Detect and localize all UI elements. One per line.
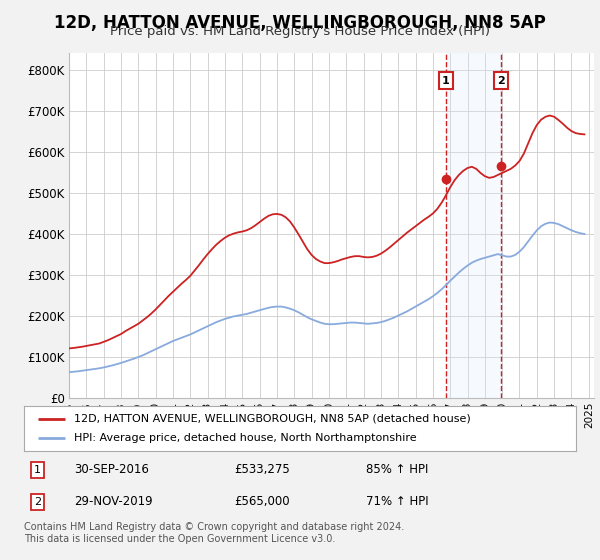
Text: 1: 1: [34, 465, 41, 475]
Bar: [446, 53, 501, 398]
Text: 85% ↑ HPI: 85% ↑ HPI: [366, 463, 428, 476]
Text: Price paid vs. HM Land Registry's House Price Index (HPI): Price paid vs. HM Land Registry's House …: [110, 25, 490, 38]
Text: 29-NOV-2019: 29-NOV-2019: [74, 496, 152, 508]
Text: 12D, HATTON AVENUE, WELLINGBOROUGH, NN8 5AP (detached house): 12D, HATTON AVENUE, WELLINGBOROUGH, NN8 …: [74, 413, 470, 423]
Text: 2: 2: [34, 497, 41, 507]
Text: £565,000: £565,000: [234, 496, 289, 508]
Text: Contains HM Land Registry data © Crown copyright and database right 2024.
This d: Contains HM Land Registry data © Crown c…: [24, 522, 404, 544]
Text: 12D, HATTON AVENUE, WELLINGBOROUGH, NN8 5AP: 12D, HATTON AVENUE, WELLINGBOROUGH, NN8 …: [54, 14, 546, 32]
Text: 2: 2: [497, 76, 505, 86]
Text: 1: 1: [442, 76, 450, 86]
Text: 71% ↑ HPI: 71% ↑ HPI: [366, 496, 429, 508]
Text: 30-SEP-2016: 30-SEP-2016: [74, 463, 149, 476]
Text: HPI: Average price, detached house, North Northamptonshire: HPI: Average price, detached house, Nort…: [74, 433, 416, 444]
Text: £533,275: £533,275: [234, 463, 290, 476]
